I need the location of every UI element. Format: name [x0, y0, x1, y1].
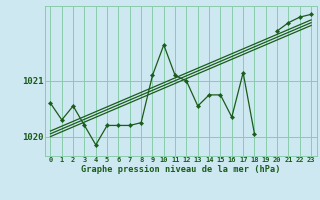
X-axis label: Graphe pression niveau de la mer (hPa): Graphe pression niveau de la mer (hPa): [81, 165, 281, 174]
